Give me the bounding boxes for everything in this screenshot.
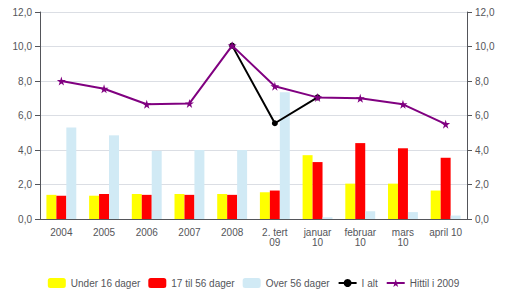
svg-text:2,0: 2,0 — [475, 179, 489, 190]
svg-text:Hittil i 2009: Hittil i 2009 — [410, 278, 460, 289]
svg-text:2004: 2004 — [50, 227, 73, 238]
svg-text:2006: 2006 — [136, 227, 159, 238]
svg-text:I alt: I alt — [362, 278, 378, 289]
svg-text:2,0: 2,0 — [18, 179, 32, 190]
svg-text:0,0: 0,0 — [18, 214, 32, 225]
svg-text:8,0: 8,0 — [475, 76, 489, 87]
svg-text:8,0: 8,0 — [18, 76, 32, 87]
svg-text:0,0: 0,0 — [475, 214, 489, 225]
svg-text:09: 09 — [269, 237, 281, 248]
svg-text:4,0: 4,0 — [475, 145, 489, 156]
svg-text:10: 10 — [312, 237, 324, 248]
svg-text:2007: 2007 — [178, 227, 201, 238]
svg-text:2008: 2008 — [221, 227, 244, 238]
svg-text:10,0: 10,0 — [13, 41, 33, 52]
svg-text:12,0: 12,0 — [13, 7, 33, 18]
svg-text:mars: mars — [391, 226, 415, 238]
svg-text:januar: januar — [303, 226, 332, 238]
svg-text:6,0: 6,0 — [475, 110, 489, 121]
svg-text:4,0: 4,0 — [18, 145, 32, 156]
svg-text:6,0: 6,0 — [18, 110, 32, 121]
svg-text:Under 16 dager: Under 16 dager — [71, 278, 141, 289]
svg-text:2005: 2005 — [93, 227, 116, 238]
svg-text:april 10: april 10 — [429, 227, 462, 238]
svg-text:10,0: 10,0 — [475, 41, 495, 52]
svg-text:10: 10 — [355, 237, 367, 248]
svg-text:12,0: 12,0 — [475, 7, 495, 18]
svg-text:februar: februar — [344, 226, 377, 238]
svg-text:Over 56 dager: Over 56 dager — [266, 278, 331, 289]
svg-text:10: 10 — [397, 237, 409, 248]
svg-text:17 til 56 dager: 17 til 56 dager — [171, 278, 235, 289]
svg-text:2. tert: 2. tert — [262, 226, 288, 238]
